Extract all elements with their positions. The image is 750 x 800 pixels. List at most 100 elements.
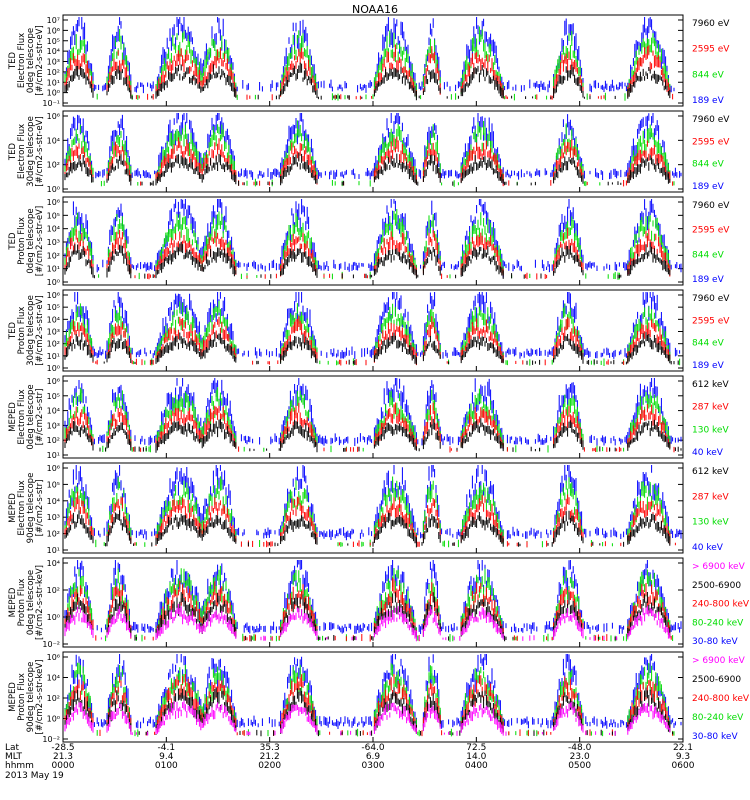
y-axis-label: [#/cm2-s-str-eV] (35, 206, 45, 276)
legend-green: 844 eV (692, 339, 725, 349)
y-axis-label: 0deg telescope (26, 384, 36, 449)
y-tick-label: 10⁶ (47, 112, 60, 121)
y-axis-label: MEPED (8, 402, 18, 432)
trace-black (64, 241, 671, 279)
y-tick-label: 10¹ (47, 78, 60, 87)
footer-lat: -4.1 (158, 743, 176, 753)
legend-green: 80-240 keV (692, 618, 744, 628)
y-tick-label: 10⁶ (47, 377, 60, 386)
legend-blue: 40 keV (692, 543, 724, 553)
y-tick-label: 10⁻¹ (42, 99, 60, 108)
panel-5: 10¹ 10² 10³ 10⁴ 10⁵ 10⁶ MEPED Electron Flux 0deg… (8, 375, 729, 460)
legend-black: 2500-6900 (692, 581, 741, 591)
y-tick-label: 10² (47, 68, 60, 77)
y-tick-label: 10² (47, 340, 60, 349)
panel-8: 10⁻² 10⁰ 10² 10⁴ 10⁶ MEPED Proton Flux 90deg te… (8, 651, 750, 744)
y-tick-label: 10⁵ (47, 211, 60, 220)
footer-hhmm: 0500 (568, 761, 591, 771)
y-tick-label: 10³ (47, 513, 60, 522)
footer-mlt: 9.4 (159, 752, 174, 762)
y-axis-label: Proton Flux (17, 579, 27, 627)
legend-black: 7960 eV (692, 19, 730, 29)
footer-row-label: Lat (5, 743, 20, 753)
footer-lat: -64.0 (361, 743, 385, 753)
plot-title: NOAA16 (352, 3, 398, 16)
y-axis-label: 90deg telescope (26, 662, 36, 733)
y-tick-label: 10⁰ (47, 89, 60, 98)
y-tick-label: 10⁶ (47, 653, 60, 662)
y-tick-label: 10⁵ (47, 303, 60, 312)
y-tick-label: 10³ (47, 238, 60, 247)
footer-hhmm: 0000 (52, 761, 75, 771)
legend-black: 7960 eV (692, 115, 730, 125)
trace-black (64, 418, 682, 453)
date-label: 2013 May 19 (5, 771, 64, 781)
y-axis-label: TED (8, 321, 18, 340)
y-axis-label: 0deg telescope (26, 570, 36, 635)
y-axis-label: MEPED (8, 682, 18, 712)
trace-magenta (64, 700, 671, 736)
y-axis-label: [#/cm2-s-str-eV] (35, 295, 45, 365)
y-tick-label: 10³ (47, 421, 60, 430)
footer-mlt: 14.0 (466, 752, 486, 762)
y-tick-label: 10⁴ (47, 47, 60, 56)
y-axis-label: Electron Flux (17, 33, 27, 88)
legend-green: 844 eV (692, 160, 725, 170)
footer-mlt: 21.3 (53, 752, 73, 762)
y-tick-label: 10⁶ (47, 26, 60, 35)
footer-lat: 72.5 (466, 743, 486, 753)
y-axis-label: 30deg telescope (26, 116, 36, 187)
y-tick-label: 10⁰ (47, 715, 60, 724)
y-tick-label: 10² (47, 251, 60, 260)
legend-green: 80-240 keV (692, 713, 744, 723)
y-axis-label: [#/cm2-s-str] (35, 389, 45, 446)
y-axis-label: Electron Flux (17, 480, 27, 535)
footer-mlt: 21.2 (260, 752, 280, 762)
y-tick-label: 10⁵ (47, 480, 60, 489)
legend-blue: 189 eV (692, 275, 725, 285)
y-axis-label: [#/cm2-s-str-eV] (35, 116, 45, 186)
y-tick-label: 10⁴ (47, 407, 60, 416)
legend-red: 2595 eV (692, 226, 730, 236)
y-tick-label: 10¹ (47, 265, 60, 274)
legend-red: 240-800 keV (692, 694, 750, 704)
panel-4: 10⁰ 10¹ 10² 10³ 10⁴ 10⁵ 10⁶ TED Proton Flux 30deg… (8, 289, 730, 373)
y-tick-label: 10² (47, 161, 60, 170)
y-axis-label: [#/cm2-s-str-eV] (35, 25, 45, 95)
trace-red (64, 316, 671, 366)
y-tick-label: 10⁶ (47, 198, 60, 207)
y-tick-label: 10⁴ (47, 674, 60, 683)
trace-black (64, 332, 679, 365)
y-axis-label: TED (8, 232, 18, 251)
y-tick-label: 10⁰ (47, 613, 60, 622)
legend-magenta: > 6900 keV (692, 656, 746, 666)
legend-green: 844 eV (692, 250, 725, 260)
footer-row-label: hhmm (5, 761, 34, 771)
trace-black (64, 152, 671, 186)
legend-black: 7960 eV (692, 201, 730, 211)
y-tick-label: 10³ (47, 58, 60, 67)
y-axis-label: TED (8, 51, 18, 70)
y-tick-label: 10⁴ (47, 559, 60, 568)
trace-black (64, 62, 671, 101)
y-tick-label: 10³ (47, 328, 60, 337)
y-tick-label: 10⁷ (47, 16, 60, 25)
y-tick-label: 10⁰ (47, 364, 60, 373)
footer-lat: 35.3 (260, 743, 280, 753)
legend-blue: 189 eV (692, 361, 725, 371)
y-axis-label: 0deg telescope (26, 208, 36, 273)
y-tick-label: 10⁻² (42, 640, 60, 649)
footer-mlt: 23.0 (570, 752, 590, 762)
y-axis-label: [#/cm2-s-str-keV] (35, 565, 45, 640)
legend-black: 612 keV (692, 380, 729, 390)
footer-lat: 22.1 (673, 743, 693, 753)
y-axis-label: 30deg telescope (26, 295, 36, 366)
trace-red (64, 491, 676, 548)
y-axis-label: MEPED (8, 587, 18, 617)
legend-green: 130 keV (692, 518, 729, 528)
y-tick-label: 10⁴ (47, 136, 60, 145)
legend-magenta: > 6900 keV (692, 562, 746, 572)
